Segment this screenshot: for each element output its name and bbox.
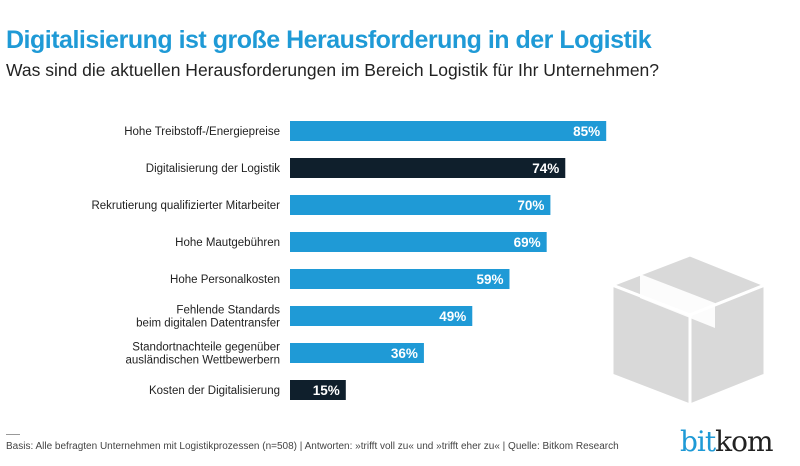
data-label: 85%: [573, 124, 600, 139]
data-label: 70%: [517, 198, 544, 213]
data-label: 15%: [313, 383, 340, 398]
category-label: Fehlende Standards beim digitalen Datentr…: [136, 305, 280, 330]
data-label: 69%: [514, 235, 541, 250]
bar: [290, 306, 473, 326]
data-label: 36%: [391, 346, 418, 361]
box-icon: [610, 253, 767, 407]
category-label: Hohe Mautgebühren: [175, 237, 280, 249]
chart-title: Digitalisierung ist große Herausforderun…: [6, 26, 652, 54]
data-label: 74%: [532, 161, 559, 176]
category-label: Kosten der Digitalisierung: [149, 385, 280, 397]
category-label: Standortnachteile gegenüber ausländischen…: [126, 342, 281, 367]
bar: [290, 380, 346, 400]
category-label: Digitalisierung der Logistik: [146, 163, 280, 175]
category-label: Hohe Personalkosten: [170, 274, 280, 286]
footer-source: Basis: Alle befragten Unternehmen mit Lo…: [6, 441, 619, 452]
bar: [290, 195, 551, 215]
data-label: 49%: [439, 309, 466, 324]
category-label: Rekrutierung qualifizierter Mitarbeiter: [91, 200, 280, 212]
bar: [290, 269, 510, 289]
bar: [290, 232, 547, 252]
chart-subtitle: Was sind die aktuellen Herausforderungen…: [6, 60, 660, 80]
data-label: 59%: [476, 272, 503, 287]
footer-divider: [6, 434, 20, 435]
bar: [290, 158, 566, 178]
category-label: Hohe Treibstoff-/Energiepreise: [124, 126, 280, 138]
bar: [290, 343, 424, 363]
bitkom-logo: bitkom: [680, 425, 774, 458]
bar: [290, 121, 607, 141]
